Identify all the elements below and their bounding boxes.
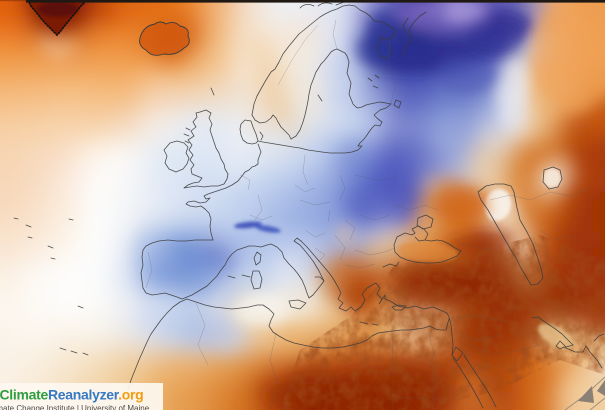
svg-text:Climate Change Institute | Uni: Climate Change Institute | University of… [0,404,150,410]
svg-text:ClimateReanalyzer.org: ClimateReanalyzer.org [0,387,143,403]
